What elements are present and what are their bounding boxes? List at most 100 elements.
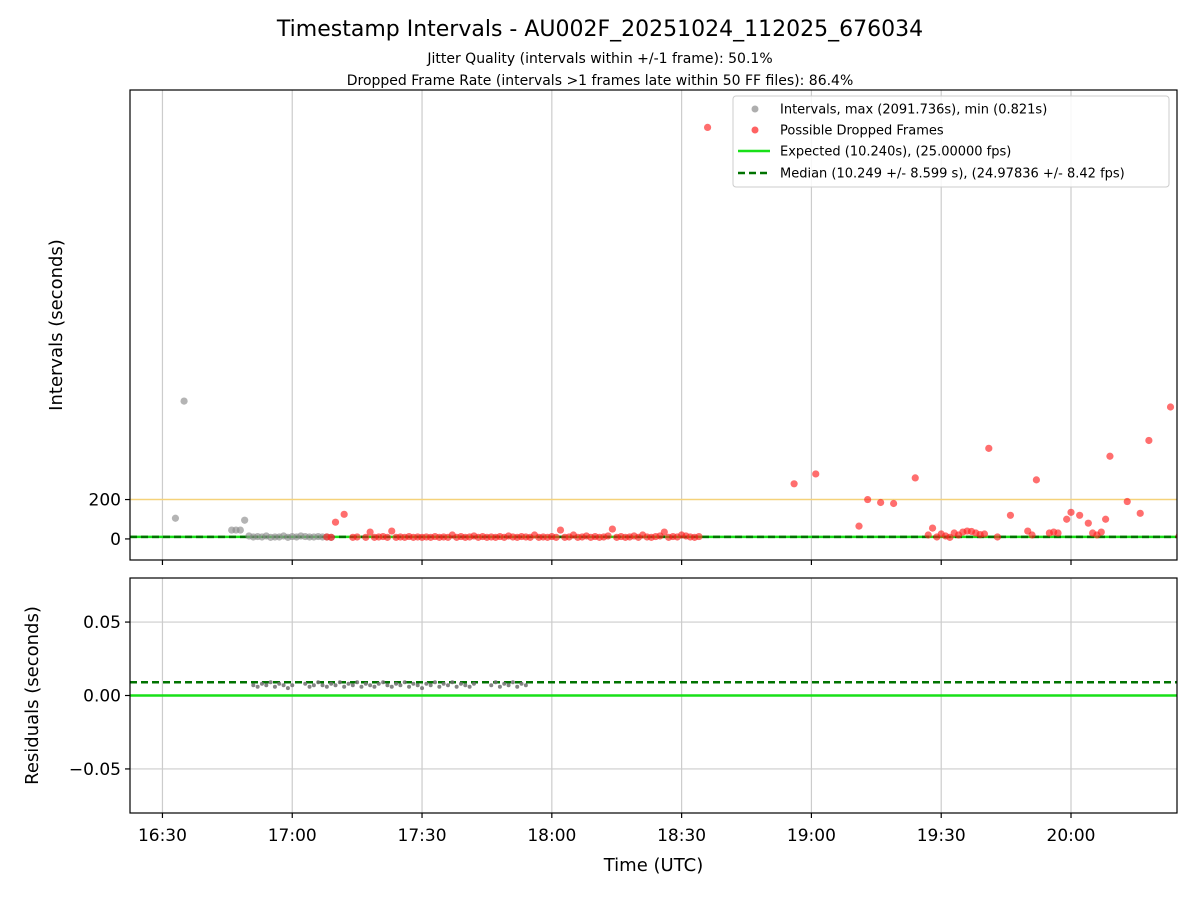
- residual-point: [346, 681, 351, 686]
- dropped-frame-point: [1032, 476, 1040, 484]
- residual-point: [450, 680, 455, 685]
- dropped-frame-point: [928, 524, 937, 532]
- dropped-frame-point: [552, 533, 560, 541]
- residual-point: [489, 683, 494, 688]
- residual-point: [437, 684, 442, 689]
- residual-point: [510, 680, 515, 685]
- intervals-y-axis-label: Intervals (seconds): [46, 239, 67, 411]
- chart-subtitle-dropped: Dropped Frame Rate (intervals >1 frames …: [347, 73, 854, 89]
- legend-dropped-label: Possible Dropped Frames: [780, 124, 944, 139]
- dropped-frame-point: [1106, 452, 1114, 460]
- dropped-frame-point: [890, 499, 898, 508]
- residual-point: [311, 683, 316, 688]
- intervals-x-ticks: [161, 560, 1072, 565]
- dropped-frame-point: [604, 532, 612, 540]
- dropped-frame-point: [924, 531, 932, 539]
- dropped-frame-point: [812, 470, 820, 478]
- dropped-frame-point: [993, 533, 1002, 541]
- dropped-frame-point: [855, 522, 863, 530]
- dropped-frame-point: [695, 532, 703, 541]
- dropped-frame-point: [1166, 403, 1175, 411]
- residuals-reference-lines: [130, 681, 1177, 697]
- residual-point: [471, 681, 476, 686]
- chart-subtitle-jitter: Jitter Quality (intervals within +/-1 fr…: [426, 51, 772, 67]
- time-x-tick-label: 19:00: [787, 826, 836, 846]
- residual-point: [407, 684, 412, 689]
- dropped-frame-point: [703, 123, 712, 132]
- residual-point: [320, 683, 325, 688]
- legend-intervals-label: Intervals, max (2091.736s), min (0.821s): [780, 103, 1047, 118]
- residual-point: [264, 683, 269, 688]
- residual-point: [411, 681, 416, 686]
- residual-point: [376, 681, 381, 686]
- time-x-tick-label: 17:30: [398, 826, 447, 846]
- residual-point: [307, 684, 312, 689]
- residual-point: [463, 683, 468, 688]
- residual-point: [402, 680, 407, 685]
- dropped-frame-point: [1102, 515, 1110, 523]
- time-x-tick-label: 16:30: [138, 826, 187, 846]
- dropped-frame-point: [353, 533, 361, 541]
- residual-point: [445, 683, 450, 688]
- dropped-frame-point: [1123, 497, 1131, 506]
- time-x-tick-label: 18:30: [657, 826, 706, 846]
- dropped-frame-point: [366, 528, 374, 536]
- residual-point: [316, 680, 321, 685]
- dropped-frame-point: [340, 510, 348, 518]
- residuals-points: [251, 680, 528, 691]
- dropped-frame-point: [331, 518, 340, 526]
- residual-point: [398, 683, 403, 688]
- intervals-points: [171, 123, 1177, 541]
- intervals-legend: Intervals, max (2091.736s), min (0.821s)…: [732, 95, 1170, 188]
- residual-point: [458, 681, 463, 686]
- intervals-y-ticks: 0 200: [89, 491, 130, 550]
- dropped-frame-point: [980, 530, 989, 538]
- residual-point: [259, 681, 264, 686]
- dropped-frame-point: [1067, 508, 1075, 516]
- residual-point: [277, 681, 282, 686]
- time-x-tick-label: 18:00: [527, 826, 576, 846]
- residual-point: [389, 684, 394, 689]
- dropped-frame-point: [1097, 528, 1105, 536]
- residual-point: [324, 684, 329, 689]
- residual-point: [329, 681, 334, 686]
- dropped-frame-point: [362, 533, 370, 541]
- residuals-y-axis-label: Residuals (seconds): [22, 606, 43, 785]
- dropped-frame-point: [790, 480, 798, 488]
- interval-point: [171, 514, 180, 522]
- dropped-frame-point: [1063, 515, 1071, 523]
- dropped-frame-point: [1136, 509, 1144, 517]
- dropped-frame-point: [388, 527, 396, 535]
- residual-point: [519, 681, 524, 686]
- legend-expected-label: Expected (10.240s), (25.00000 fps): [780, 145, 1011, 160]
- legend-dropped-marker: [751, 126, 759, 134]
- dropped-frame-point: [1006, 511, 1015, 519]
- residual-point: [420, 686, 425, 691]
- residual-point: [251, 683, 256, 688]
- intervals-panel: 0 200 Intervals (seconds) Intervals, max …: [46, 89, 1178, 565]
- residual-point: [268, 680, 273, 685]
- residual-point: [506, 683, 511, 688]
- dropped-frame-point: [1145, 436, 1153, 445]
- dropped-frame-point: [383, 533, 392, 541]
- residuals-y-tick-label: 0.00: [83, 687, 121, 707]
- dropped-frame-point: [608, 525, 616, 533]
- time-x-tick-label: 20:00: [1047, 826, 1096, 846]
- residual-point: [502, 681, 507, 686]
- residuals-y-tick-label: −0.05: [69, 760, 121, 780]
- residual-point: [290, 683, 295, 688]
- interval-point: [180, 397, 188, 405]
- residual-point: [467, 684, 472, 689]
- residuals-panel: 0.050.00−0.05 16:30 17:00 17:30 18:00 18:30 1…: [22, 577, 1178, 876]
- legend-box: [732, 95, 1170, 188]
- dropped-frame-point: [327, 533, 335, 541]
- residual-point: [333, 683, 338, 688]
- dropped-frame-point: [877, 498, 885, 507]
- dropped-frame-point: [985, 444, 993, 452]
- chart-title: Timestamp Intervals - AU002F_20251024_11…: [276, 17, 923, 42]
- dropped-frame-point: [1076, 511, 1084, 519]
- residual-point: [381, 680, 386, 685]
- residual-point: [337, 680, 342, 685]
- intervals-y-tick-label: 200: [89, 491, 121, 511]
